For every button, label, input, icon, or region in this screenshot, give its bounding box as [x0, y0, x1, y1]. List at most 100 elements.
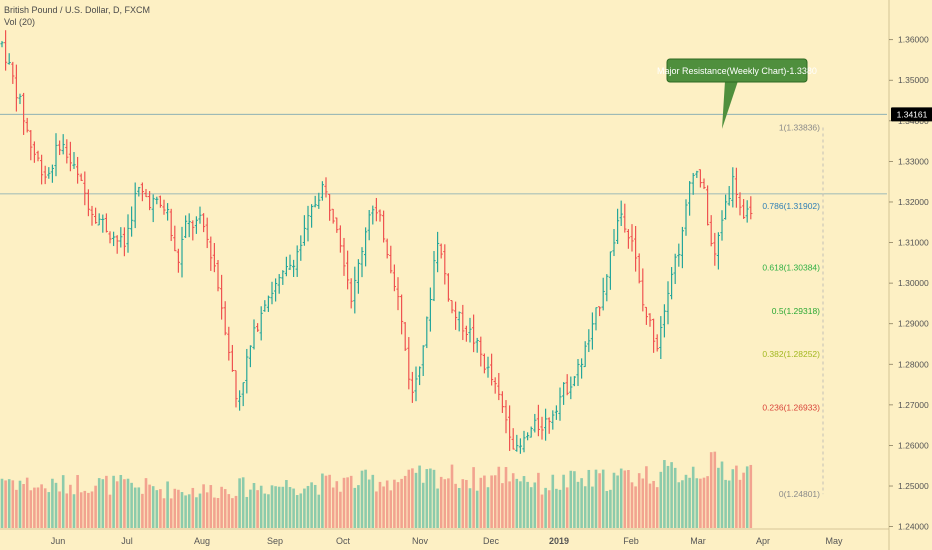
volume-bar [472, 467, 475, 528]
volume-bar [378, 481, 382, 528]
candle [619, 200, 623, 226]
candle [54, 133, 58, 177]
candle [443, 244, 447, 285]
volume-bar [54, 482, 58, 528]
candle [65, 139, 69, 164]
candle [684, 199, 688, 236]
candle [580, 358, 584, 379]
candle [641, 268, 645, 312]
candle [421, 345, 425, 376]
volume-bar [493, 475, 497, 528]
volume-bar [627, 469, 630, 528]
x-tick-label: Nov [412, 536, 429, 546]
volume-bar [331, 487, 335, 528]
time-axis: Jun Jul Aug Sep Oct Nov Dec 2019 Feb Mar Apr May [0, 528, 889, 546]
candle [540, 416, 544, 440]
candle [400, 294, 404, 335]
volume-bar [587, 469, 591, 528]
volume-bar [425, 469, 429, 528]
volume-bar [231, 498, 234, 528]
fib-level-label: 1(1.33836) [779, 122, 820, 132]
volume-bar [184, 495, 187, 528]
volume-bar [504, 467, 508, 528]
y-tick-label: 1.27000 [898, 400, 929, 410]
volume-bar [349, 475, 353, 528]
volume-bar [295, 495, 299, 528]
volume-bar [335, 481, 339, 528]
volume-bar [468, 488, 472, 528]
candle [547, 417, 551, 434]
volume-bar [598, 473, 601, 528]
candle [616, 208, 620, 245]
volume-bar [684, 474, 688, 528]
volume-bar [22, 484, 25, 528]
callout-box [666, 58, 808, 83]
candle [371, 205, 375, 225]
volume-bar [486, 487, 490, 528]
candle [317, 192, 321, 209]
candle [590, 312, 594, 350]
volume-bar [227, 494, 231, 528]
candle [551, 410, 555, 430]
volume-bar [706, 476, 709, 528]
volume-bar [558, 489, 562, 528]
candle [40, 154, 44, 185]
volume-bar [475, 490, 479, 528]
candle [706, 185, 710, 226]
candle [450, 300, 454, 314]
volume-bar [724, 479, 727, 528]
candle [662, 304, 666, 338]
candle [518, 438, 522, 454]
horizontal-lines [0, 113, 887, 195]
fib-level-label: 0.236(1.26933) [762, 403, 820, 413]
volume-bar [346, 477, 349, 528]
volume-bar [328, 474, 331, 528]
candle [76, 156, 80, 184]
candle [108, 231, 112, 244]
resistance-callout[interactable]: Major Resistance(Weekly Chart)-1.3380 [657, 58, 817, 129]
volume-bar [249, 489, 252, 528]
candle [295, 245, 299, 277]
volume-bar [443, 479, 447, 528]
candle [482, 353, 486, 374]
volume-bar [591, 486, 594, 528]
x-tick-label: Feb [623, 536, 639, 546]
candle [652, 318, 656, 353]
candle [727, 186, 731, 206]
candle [533, 413, 537, 433]
volume-bar [126, 478, 130, 528]
candle [529, 426, 533, 438]
candle [32, 141, 36, 163]
volume-bar [551, 474, 555, 528]
volume-bar [7, 479, 11, 528]
candle [644, 306, 648, 325]
x-tick-label: Jul [121, 536, 133, 546]
volume-bar [385, 480, 389, 528]
candle [749, 196, 753, 220]
candle [263, 300, 267, 312]
candle [184, 215, 188, 238]
volume-bar [252, 482, 256, 528]
candle [234, 370, 238, 408]
price-axis: 1.360001.350001.340001.330001.320001.310… [888, 0, 932, 550]
candle [558, 387, 562, 421]
candle [515, 434, 519, 452]
candle [248, 345, 252, 368]
volume-bar [151, 486, 155, 528]
candle [4, 30, 8, 71]
candle [562, 382, 566, 405]
candle [148, 191, 152, 211]
volume-bar [688, 477, 691, 528]
candle [227, 326, 231, 361]
y-tick-label: 1.36000 [898, 35, 929, 45]
candle [634, 225, 638, 272]
candle [47, 167, 51, 179]
y-tick-label: 1.24000 [898, 522, 929, 532]
candle [594, 307, 598, 331]
candle [194, 216, 198, 234]
candle [256, 323, 260, 332]
candle [691, 172, 695, 195]
volume-bar [112, 475, 115, 528]
candle [36, 150, 40, 162]
